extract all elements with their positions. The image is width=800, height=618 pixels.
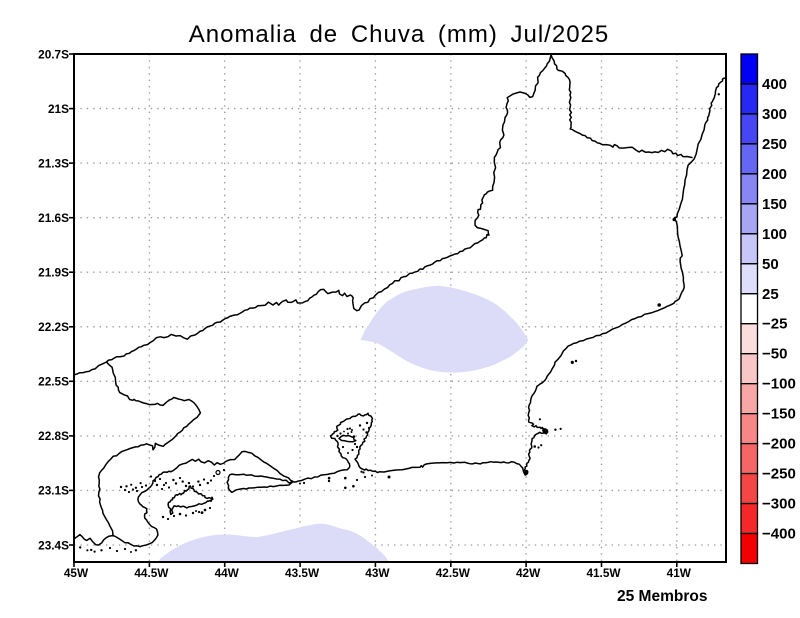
- svg-text:25: 25: [762, 286, 779, 303]
- svg-text:250: 250: [762, 136, 787, 153]
- svg-text:Anomalia de Chuva (mm) Jul/202: Anomalia de Chuva (mm) Jul/2025: [189, 21, 610, 48]
- svg-text:−300: −300: [762, 496, 796, 513]
- svg-text:21.9S: 21.9S: [38, 266, 69, 280]
- svg-text:21.6S: 21.6S: [38, 211, 69, 225]
- svg-text:−150: −150: [762, 406, 796, 423]
- svg-text:43.5W: 43.5W: [285, 566, 320, 580]
- svg-text:300: 300: [762, 106, 787, 123]
- svg-text:−400: −400: [762, 526, 796, 543]
- svg-text:22.5S: 22.5S: [38, 375, 69, 389]
- svg-text:42.5W: 42.5W: [436, 566, 471, 580]
- svg-text:25 Membros: 25 Membros: [617, 588, 707, 605]
- svg-text:45W: 45W: [64, 566, 89, 580]
- svg-text:23.1S: 23.1S: [38, 484, 69, 498]
- svg-text:21S: 21S: [48, 102, 69, 116]
- svg-text:−25: −25: [762, 316, 787, 333]
- svg-text:−250: −250: [762, 466, 796, 483]
- svg-text:44.5W: 44.5W: [134, 566, 169, 580]
- svg-text:22.2S: 22.2S: [38, 320, 69, 334]
- svg-text:44W: 44W: [215, 566, 240, 580]
- svg-text:400: 400: [762, 76, 787, 93]
- svg-text:22.8S: 22.8S: [38, 429, 69, 443]
- svg-text:150: 150: [762, 196, 787, 213]
- svg-text:41.5W: 41.5W: [586, 566, 621, 580]
- svg-text:100: 100: [762, 226, 787, 243]
- svg-text:−50: −50: [762, 346, 787, 363]
- svg-text:20.7S: 20.7S: [38, 47, 69, 61]
- svg-text:200: 200: [762, 166, 787, 183]
- svg-text:41W: 41W: [667, 566, 692, 580]
- svg-text:42W: 42W: [516, 566, 541, 580]
- svg-text:−100: −100: [762, 376, 796, 393]
- svg-text:21.3S: 21.3S: [38, 156, 69, 170]
- svg-text:50: 50: [762, 256, 779, 273]
- svg-text:23.4S: 23.4S: [38, 538, 69, 552]
- svg-text:43W: 43W: [365, 566, 390, 580]
- svg-text:−200: −200: [762, 436, 796, 453]
